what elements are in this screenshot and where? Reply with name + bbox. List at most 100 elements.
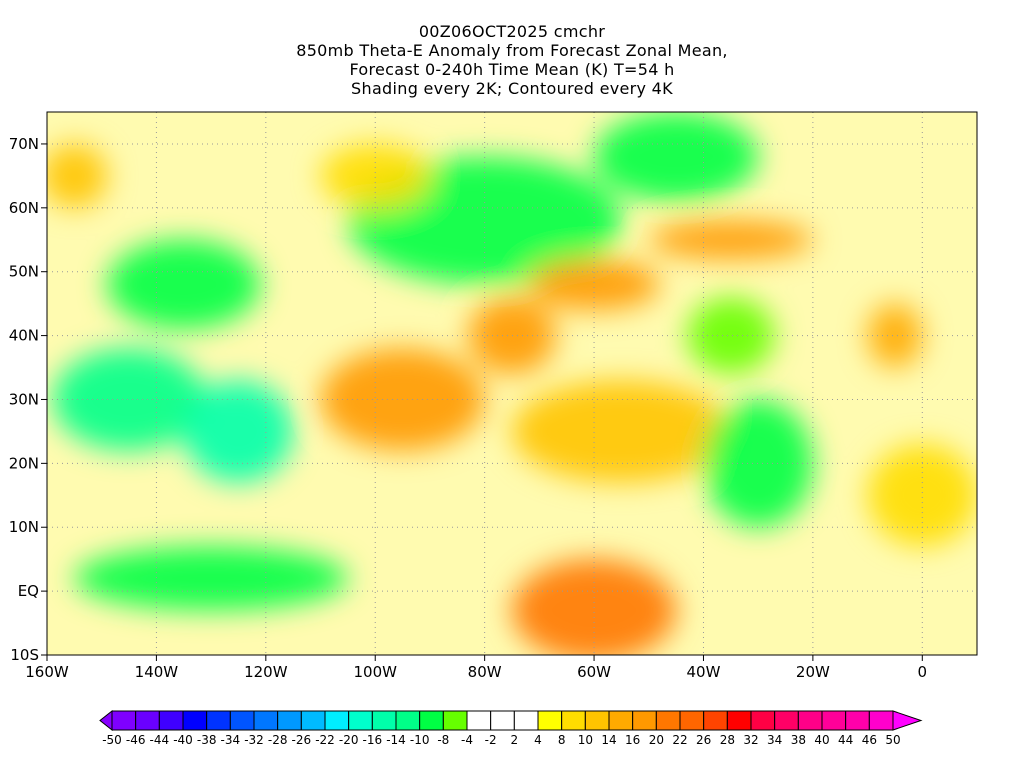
colorbar-label: -26 [292, 733, 312, 747]
colorbar-box [655, 710, 681, 731]
colorbar-box [797, 710, 823, 731]
anomaly-region [867, 444, 977, 547]
colorbar-box [253, 710, 279, 731]
colorbar-label: 28 [720, 733, 735, 747]
colorbar-box [158, 710, 184, 731]
y-tick-label: EQ [18, 582, 39, 600]
chart-title-line-4: Shading every 2K; Contoured every 4K [351, 79, 673, 98]
colorbar-label: -32 [244, 733, 264, 747]
anomaly-region [74, 546, 348, 611]
colorbar-box [419, 710, 444, 731]
colorbar-label: -38 [197, 733, 217, 747]
colorbar-label: -2 [485, 733, 497, 747]
y-tick-label: 10S [10, 646, 39, 664]
colorbar-over-arrow [892, 710, 923, 731]
colorbar-box [371, 710, 397, 731]
colorbar-box [135, 710, 160, 731]
y-tick-label: 70N [9, 135, 39, 153]
colorbar-label: 22 [672, 733, 687, 747]
colorbar-label: 32 [743, 733, 758, 747]
colorbar-label: -50 [102, 733, 122, 747]
colorbar-box [584, 710, 610, 731]
colorbar-box [679, 710, 705, 731]
colorbar-label: -34 [221, 733, 241, 747]
colorbar-box [300, 710, 326, 731]
colorbar-box [206, 710, 231, 731]
x-tick-label: 120W [244, 663, 288, 681]
colorbar-box [868, 710, 894, 731]
x-tick-label: 0 [918, 663, 928, 681]
colorbar-box [490, 710, 515, 731]
colorbar-label: 34 [767, 733, 782, 747]
x-tick-label: 100W [354, 663, 398, 681]
anomaly-region [648, 220, 813, 259]
colorbar-label: -14 [386, 733, 406, 747]
colorbar-box [632, 710, 657, 731]
colorbar-label: 10 [578, 733, 593, 747]
chart-title-line-1: 00Z06OCT2025 cmchr [418, 22, 606, 41]
colorbar-box [395, 710, 421, 731]
anomaly-region [52, 348, 206, 451]
colorbar-box [750, 710, 776, 731]
anomaly-region [512, 559, 677, 655]
anomaly-region [107, 239, 261, 330]
colorbar-label: 4 [534, 733, 542, 747]
colorbar-label: 8 [558, 733, 566, 747]
colorbar-label: 40 [814, 733, 829, 747]
x-tick-label: 140W [135, 663, 179, 681]
colorbar-box [513, 710, 539, 731]
colorbar-label: 38 [791, 733, 806, 747]
anomaly-region [320, 143, 430, 208]
x-tick-label: 80W [468, 663, 502, 681]
colorbar-label: -28 [268, 733, 288, 747]
colorbar-label: 14 [601, 733, 616, 747]
colorbar-box [845, 710, 870, 731]
colorbar-box [111, 710, 137, 731]
x-tick-label: 40W [687, 663, 721, 681]
anomaly-region [528, 258, 660, 311]
colorbar-box [703, 710, 728, 731]
colorbar-label: -46 [126, 733, 146, 747]
y-tick-label: 10N [9, 518, 39, 536]
y-tick-label: 40N [9, 327, 39, 345]
colorbar-box [442, 710, 468, 731]
x-tick-label: 60W [577, 663, 611, 681]
colorbar-box [561, 710, 586, 731]
colorbar-label: 26 [696, 733, 711, 747]
colorbar-label: -44 [150, 733, 170, 747]
y-tick-label: 30N [9, 390, 39, 408]
anomaly-region [687, 297, 775, 374]
plot-frame [46, 111, 978, 656]
colorbar-label: -4 [461, 733, 473, 747]
colorbar-box [537, 710, 563, 731]
anomaly-region [511, 380, 731, 483]
colorbar-box [182, 710, 208, 731]
colorbar-box [229, 710, 255, 731]
anomaly-region [594, 112, 759, 202]
colorbar-box [466, 710, 492, 731]
colorbar-box [277, 710, 302, 731]
anomaly-region [47, 143, 108, 208]
colorbar-box [726, 710, 752, 731]
colorbar-label: -10 [410, 733, 430, 747]
colorbar-box [608, 710, 634, 731]
colorbar-box [348, 710, 373, 731]
colorbar-label: -16 [363, 733, 383, 747]
x-tick-label: 20W [796, 663, 830, 681]
colorbar-label: 2 [511, 733, 519, 747]
colorbar-label: -40 [173, 733, 193, 747]
chart-title-line-2: 850mb Theta-E Anomaly from Forecast Zona… [296, 41, 728, 60]
colorbar-label: 20 [649, 733, 664, 747]
colorbar-label: -8 [437, 733, 449, 747]
y-tick-label: 50N [9, 263, 39, 281]
chart-title-line-3: Forecast 0-240h Time Mean (K) T=54 h [349, 60, 675, 79]
anomaly-region [867, 303, 923, 368]
colorbar-box [324, 710, 350, 731]
colorbar-label: -22 [315, 733, 335, 747]
anomaly-region [703, 399, 813, 528]
colorbar-label: 44 [838, 733, 853, 747]
y-tick-label: 60N [9, 199, 39, 217]
colorbar-label: 50 [885, 733, 900, 747]
colorbar-label: 16 [625, 733, 640, 747]
